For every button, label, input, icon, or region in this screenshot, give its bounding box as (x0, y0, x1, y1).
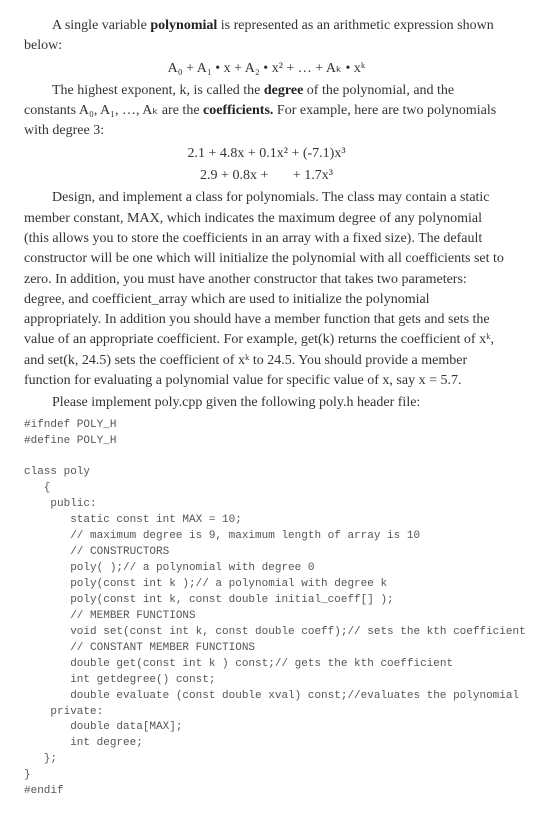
formula-example-1: 2.1 + 4.8x + 0.1x² + (-7.1)x³ (24, 144, 509, 164)
formula-example-2: 2.9 + 0.8x + + 1.7x³ (24, 166, 509, 186)
code-block: #ifndef POLY_H #define POLY_H class poly… (24, 418, 509, 801)
paragraph-1: A single variable polynomial is represen… (24, 16, 509, 57)
formula-general: A₀ + A₁ • x + A₂ • x² + … + Aₖ • xᵏ (24, 59, 509, 79)
text: The highest exponent, k, is called the (52, 83, 264, 98)
bold-term: polynomial (150, 18, 217, 33)
bold-term: coefficients. (203, 103, 273, 118)
paragraph-3: Design, and implement a class for polyno… (24, 188, 509, 391)
paragraph-2: The highest exponent, k, is called the d… (24, 81, 509, 142)
text: A single variable (52, 18, 150, 33)
bold-term: degree (264, 83, 303, 98)
paragraph-4: Please implement poly.cpp given the foll… (24, 393, 509, 413)
